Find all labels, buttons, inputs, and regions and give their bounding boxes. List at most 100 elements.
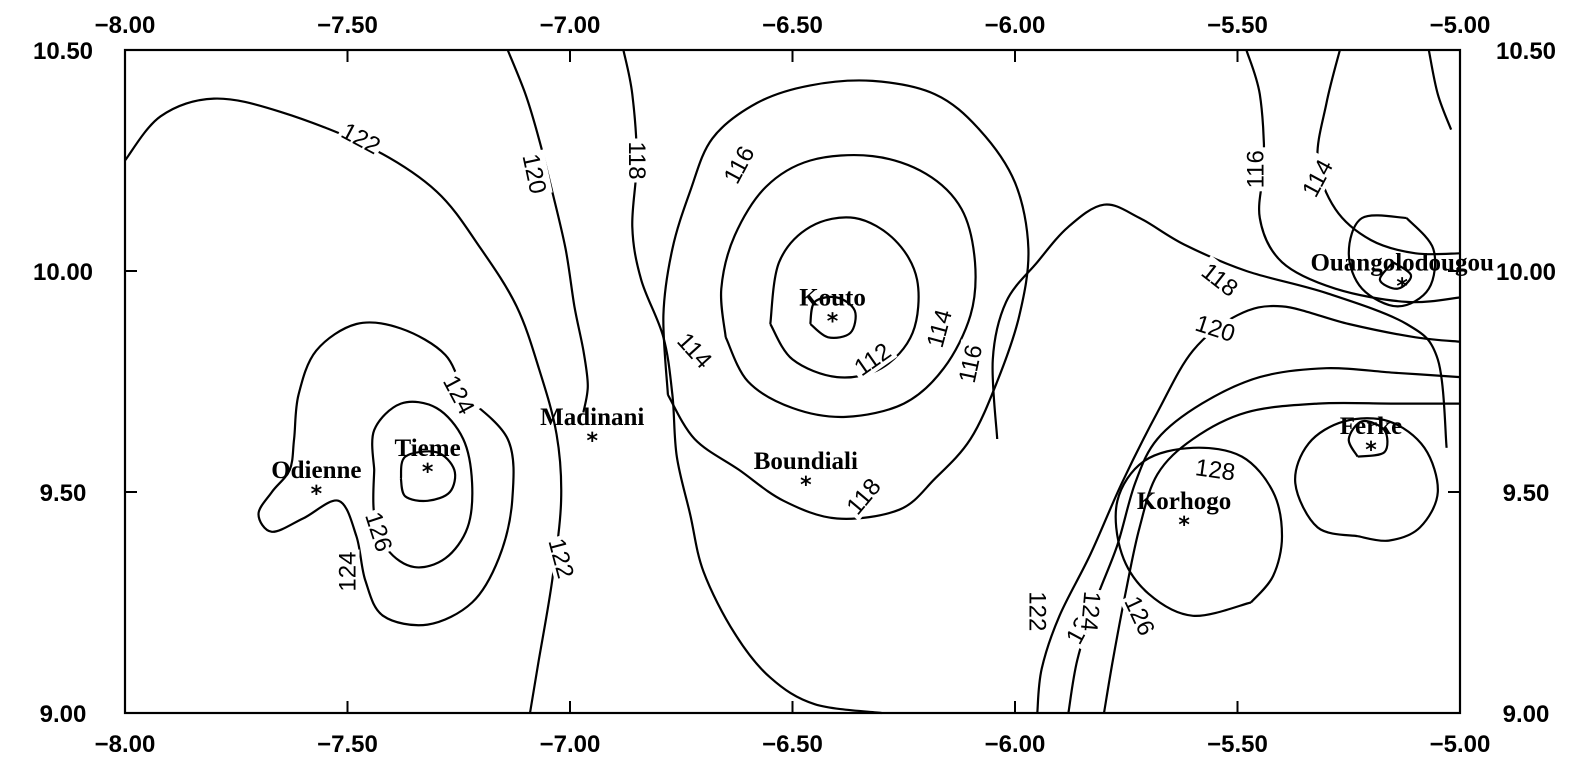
location-markers: *Odienne *Tieme *Madinani*Kouto*Boundiali*… bbox=[271, 249, 1494, 538]
contour-label-text: 114 bbox=[671, 328, 717, 375]
x-tick-label-bottom: −5.50 bbox=[1207, 731, 1268, 758]
y-tick-label-left: 10.50 bbox=[33, 38, 93, 65]
location-name: Boundiali bbox=[754, 448, 858, 475]
contour-label: 112 bbox=[846, 335, 898, 382]
contour-label-bg bbox=[518, 149, 553, 198]
x-tick-label-top: −7.50 bbox=[317, 12, 378, 39]
x-tick-label-bottom: −7.50 bbox=[317, 731, 378, 758]
contour-label: 114 bbox=[670, 324, 720, 375]
contour-label-bg bbox=[1191, 452, 1240, 485]
contour-line-116 bbox=[662, 79, 1030, 520]
contour-label: 122 bbox=[542, 533, 581, 583]
contour-label-text: 118 bbox=[623, 141, 650, 179]
contour-label: 122 bbox=[1023, 589, 1052, 634]
contour-label-text: 126 bbox=[359, 509, 397, 555]
contour-line-118 bbox=[991, 203, 1448, 448]
contour-line-114 bbox=[1316, 49, 1461, 256]
contour-line-122 bbox=[124, 97, 563, 714]
location-star: * bbox=[1178, 513, 1190, 538]
contour-label-text: 116 bbox=[1242, 150, 1269, 188]
location-name: Korhogo bbox=[1137, 488, 1231, 515]
contour-label-text: 118 bbox=[841, 473, 886, 520]
contour-label-bg bbox=[437, 368, 482, 420]
contour-line-124 bbox=[1102, 401, 1460, 714]
contour-label: 126 bbox=[359, 506, 399, 557]
contour-line-124 bbox=[257, 321, 515, 627]
contour-line-114 bbox=[719, 154, 977, 419]
contour-line-110 bbox=[1378, 261, 1413, 290]
contour-label-bg bbox=[716, 138, 761, 190]
contour-label: 116 bbox=[1241, 147, 1269, 192]
contour-label-bg bbox=[920, 303, 957, 353]
contour-line-112 bbox=[1347, 214, 1437, 308]
x-tick-label-bottom: −5.00 bbox=[1430, 731, 1491, 758]
contour-line-112 bbox=[769, 216, 920, 379]
location-star: * bbox=[311, 482, 323, 507]
location-star: * bbox=[586, 429, 598, 454]
contour-label: 124 bbox=[333, 549, 362, 594]
location-star: * bbox=[1396, 274, 1408, 299]
contour-line-116 bbox=[1245, 49, 1461, 304]
y-tick-label-left: 10.00 bbox=[33, 259, 93, 286]
location-name: Tieme bbox=[395, 435, 461, 462]
contour-label-text: 120 bbox=[517, 152, 552, 197]
contour-label-text: 122 bbox=[1023, 591, 1050, 631]
y-tick-label-right: 10.00 bbox=[1496, 259, 1556, 286]
contour-label-text: 128 bbox=[1194, 454, 1237, 486]
x-tick-label-bottom: −6.00 bbox=[985, 731, 1046, 758]
contour-lines bbox=[124, 49, 1461, 715]
location-star: * bbox=[800, 473, 812, 498]
contour-label-bg bbox=[1025, 589, 1052, 634]
y-tick-label-left: 9.00 bbox=[40, 701, 87, 728]
x-tick-label-top: −6.00 bbox=[985, 12, 1046, 39]
contour-label-text: 114 bbox=[922, 307, 958, 351]
location-star: * bbox=[827, 310, 839, 335]
contour-label-text: 124 bbox=[1075, 590, 1105, 632]
location-star: * bbox=[1365, 438, 1377, 463]
x-tick-label-top: −6.50 bbox=[762, 12, 823, 39]
x-tick-label-top: −5.00 bbox=[1430, 12, 1491, 39]
contour-label: 128 bbox=[1191, 452, 1240, 487]
contour-label: 120 bbox=[517, 149, 553, 198]
contour-label-bg bbox=[1294, 152, 1339, 204]
contour-label: 120 bbox=[1190, 308, 1241, 348]
contour-label: 116 bbox=[716, 138, 761, 190]
contour-line-128 bbox=[399, 450, 457, 503]
contour-label: 114 bbox=[1294, 152, 1339, 204]
location-name: Ferke bbox=[1340, 413, 1402, 440]
contour-label-bg bbox=[624, 138, 651, 183]
contour-label-bg bbox=[846, 335, 898, 382]
x-tick-label-bottom: −7.00 bbox=[540, 731, 601, 758]
contour-label-bg bbox=[1190, 308, 1241, 347]
y-tick-label-right: 9.50 bbox=[1503, 480, 1550, 507]
location-star: * bbox=[422, 460, 434, 485]
x-tick-label-bottom: −6.50 bbox=[762, 731, 823, 758]
contour-line-128 bbox=[1347, 419, 1389, 458]
contour-line-126 bbox=[1294, 417, 1439, 542]
contour-label-bg bbox=[838, 470, 888, 521]
contour-label-bg bbox=[1194, 255, 1246, 303]
contour-label-text: 116 bbox=[954, 342, 988, 385]
location-name: Ouangolodougou bbox=[1310, 249, 1494, 276]
x-tick-label-bottom: −8.00 bbox=[95, 731, 156, 758]
location-name: Madinani bbox=[540, 404, 644, 431]
contour-label-bg bbox=[360, 506, 399, 557]
contour-label-text: 124 bbox=[335, 552, 362, 592]
contour-label-text: 118 bbox=[1196, 258, 1243, 303]
contour-line-120 bbox=[1036, 304, 1461, 714]
x-tick-label-top: −7.00 bbox=[540, 12, 601, 39]
x-tick-label-top: −8.00 bbox=[95, 12, 156, 39]
contour-line-126 bbox=[1114, 446, 1284, 617]
contour-label-bg bbox=[1076, 588, 1107, 635]
contour-label-text: 112 bbox=[849, 338, 896, 382]
y-tick-label-right: 10.50 bbox=[1496, 38, 1556, 65]
contour-label: 124 bbox=[1075, 588, 1107, 635]
contour-line-116 bbox=[1427, 49, 1453, 130]
contour-label-bg bbox=[333, 549, 360, 594]
contour-label-bg bbox=[952, 339, 987, 388]
contour-label: 118 bbox=[1194, 255, 1246, 303]
contour-label: 118 bbox=[623, 138, 651, 183]
location-name: Odienne bbox=[271, 457, 361, 484]
